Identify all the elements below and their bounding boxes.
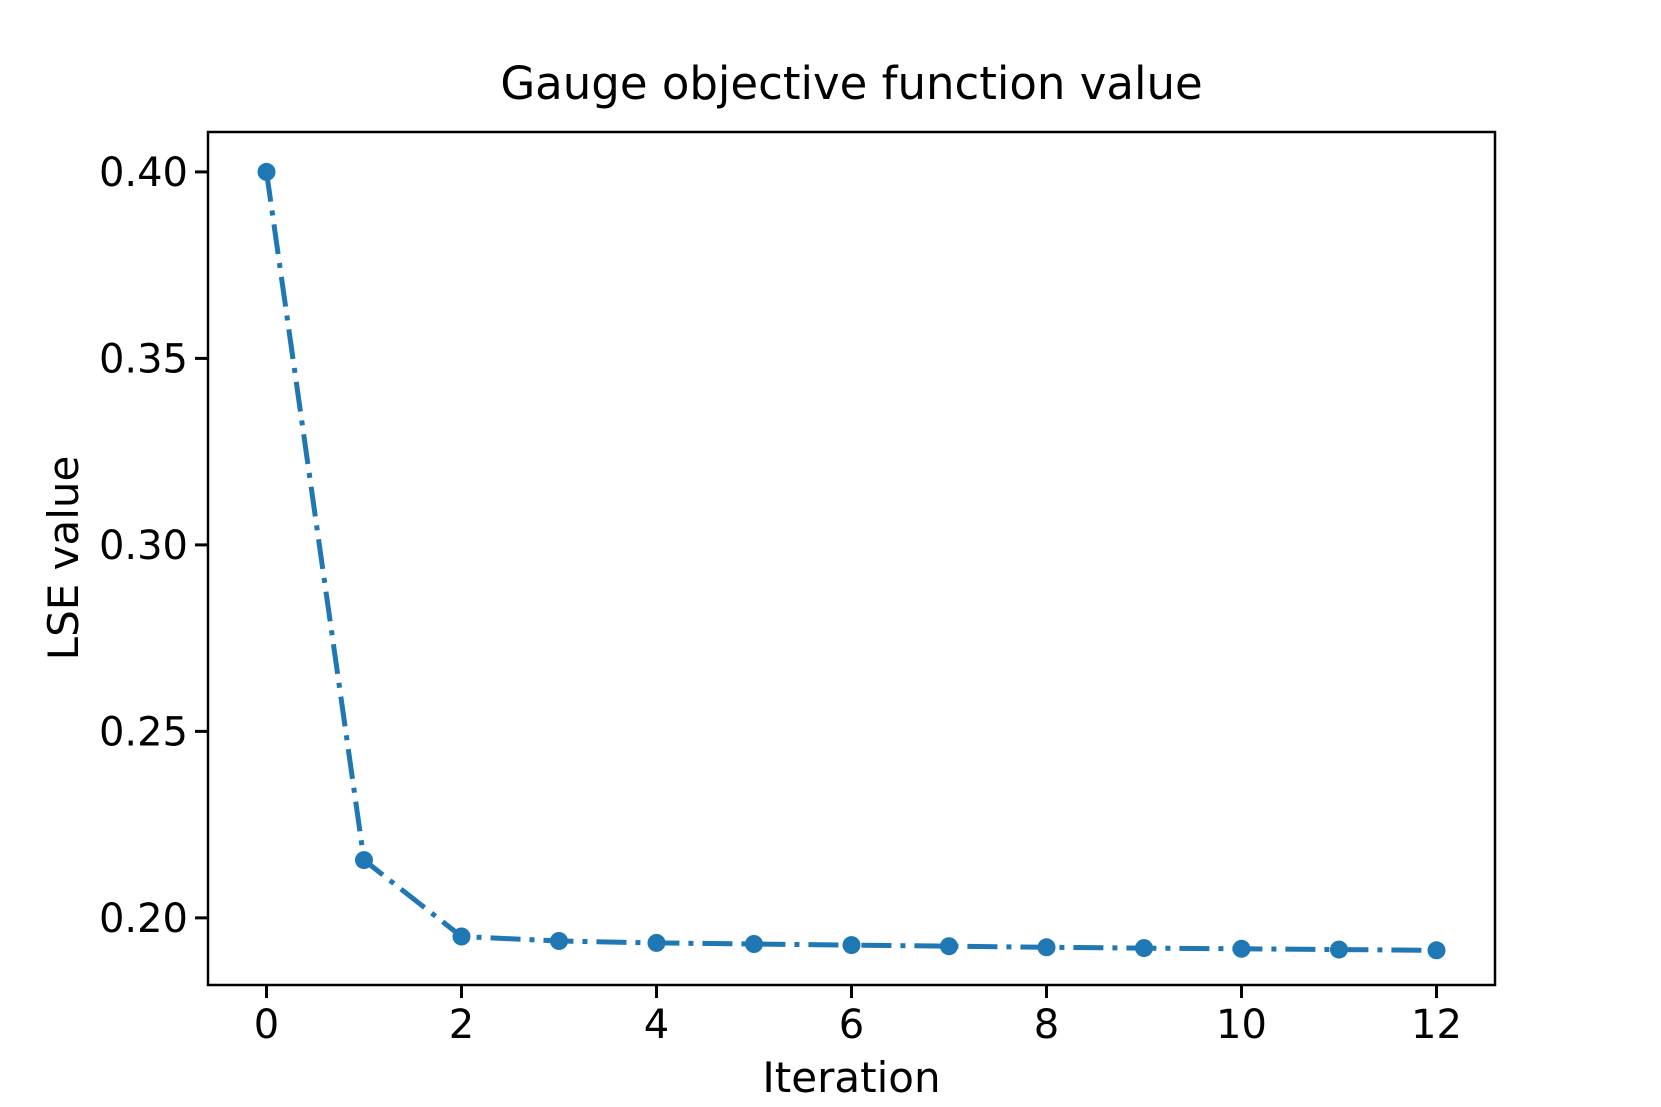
data-point-marker <box>1330 940 1348 959</box>
y-tick-label: 0.30 <box>99 523 188 569</box>
data-point-marker <box>745 935 763 953</box>
data-point-marker <box>257 162 276 181</box>
data-point-marker <box>940 937 958 956</box>
x-tick-label: 4 <box>644 1002 669 1048</box>
y-tick-label: 0.20 <box>99 896 188 942</box>
data-point-marker <box>1037 938 1056 957</box>
data-point-marker <box>647 933 666 952</box>
x-tick-label: 10 <box>1216 1002 1267 1048</box>
data-point-marker <box>842 936 861 955</box>
x-axis-label: Iteration <box>762 1053 941 1102</box>
x-tick-label: 0 <box>254 1002 279 1048</box>
axes-spines <box>206 130 1497 987</box>
x-tick-label: 2 <box>449 1002 474 1048</box>
data-point-marker <box>1232 939 1251 958</box>
y-tick-label: 0.25 <box>99 709 188 755</box>
data-point-marker <box>550 932 568 950</box>
x-tick-label: 6 <box>839 1002 864 1048</box>
x-tick-label: 8 <box>1034 1002 1059 1048</box>
data-point-marker <box>452 927 471 946</box>
chart-title: Gauge objective function value <box>500 57 1203 110</box>
data-point-marker <box>355 851 373 870</box>
y-tick-label: 0.40 <box>99 150 188 196</box>
data-point-marker <box>1427 941 1446 960</box>
y-tick-label: 0.35 <box>99 336 188 382</box>
series-line <box>264 171 1437 953</box>
x-tick-label: 12 <box>1411 1002 1462 1048</box>
data-point-marker <box>1135 939 1153 958</box>
